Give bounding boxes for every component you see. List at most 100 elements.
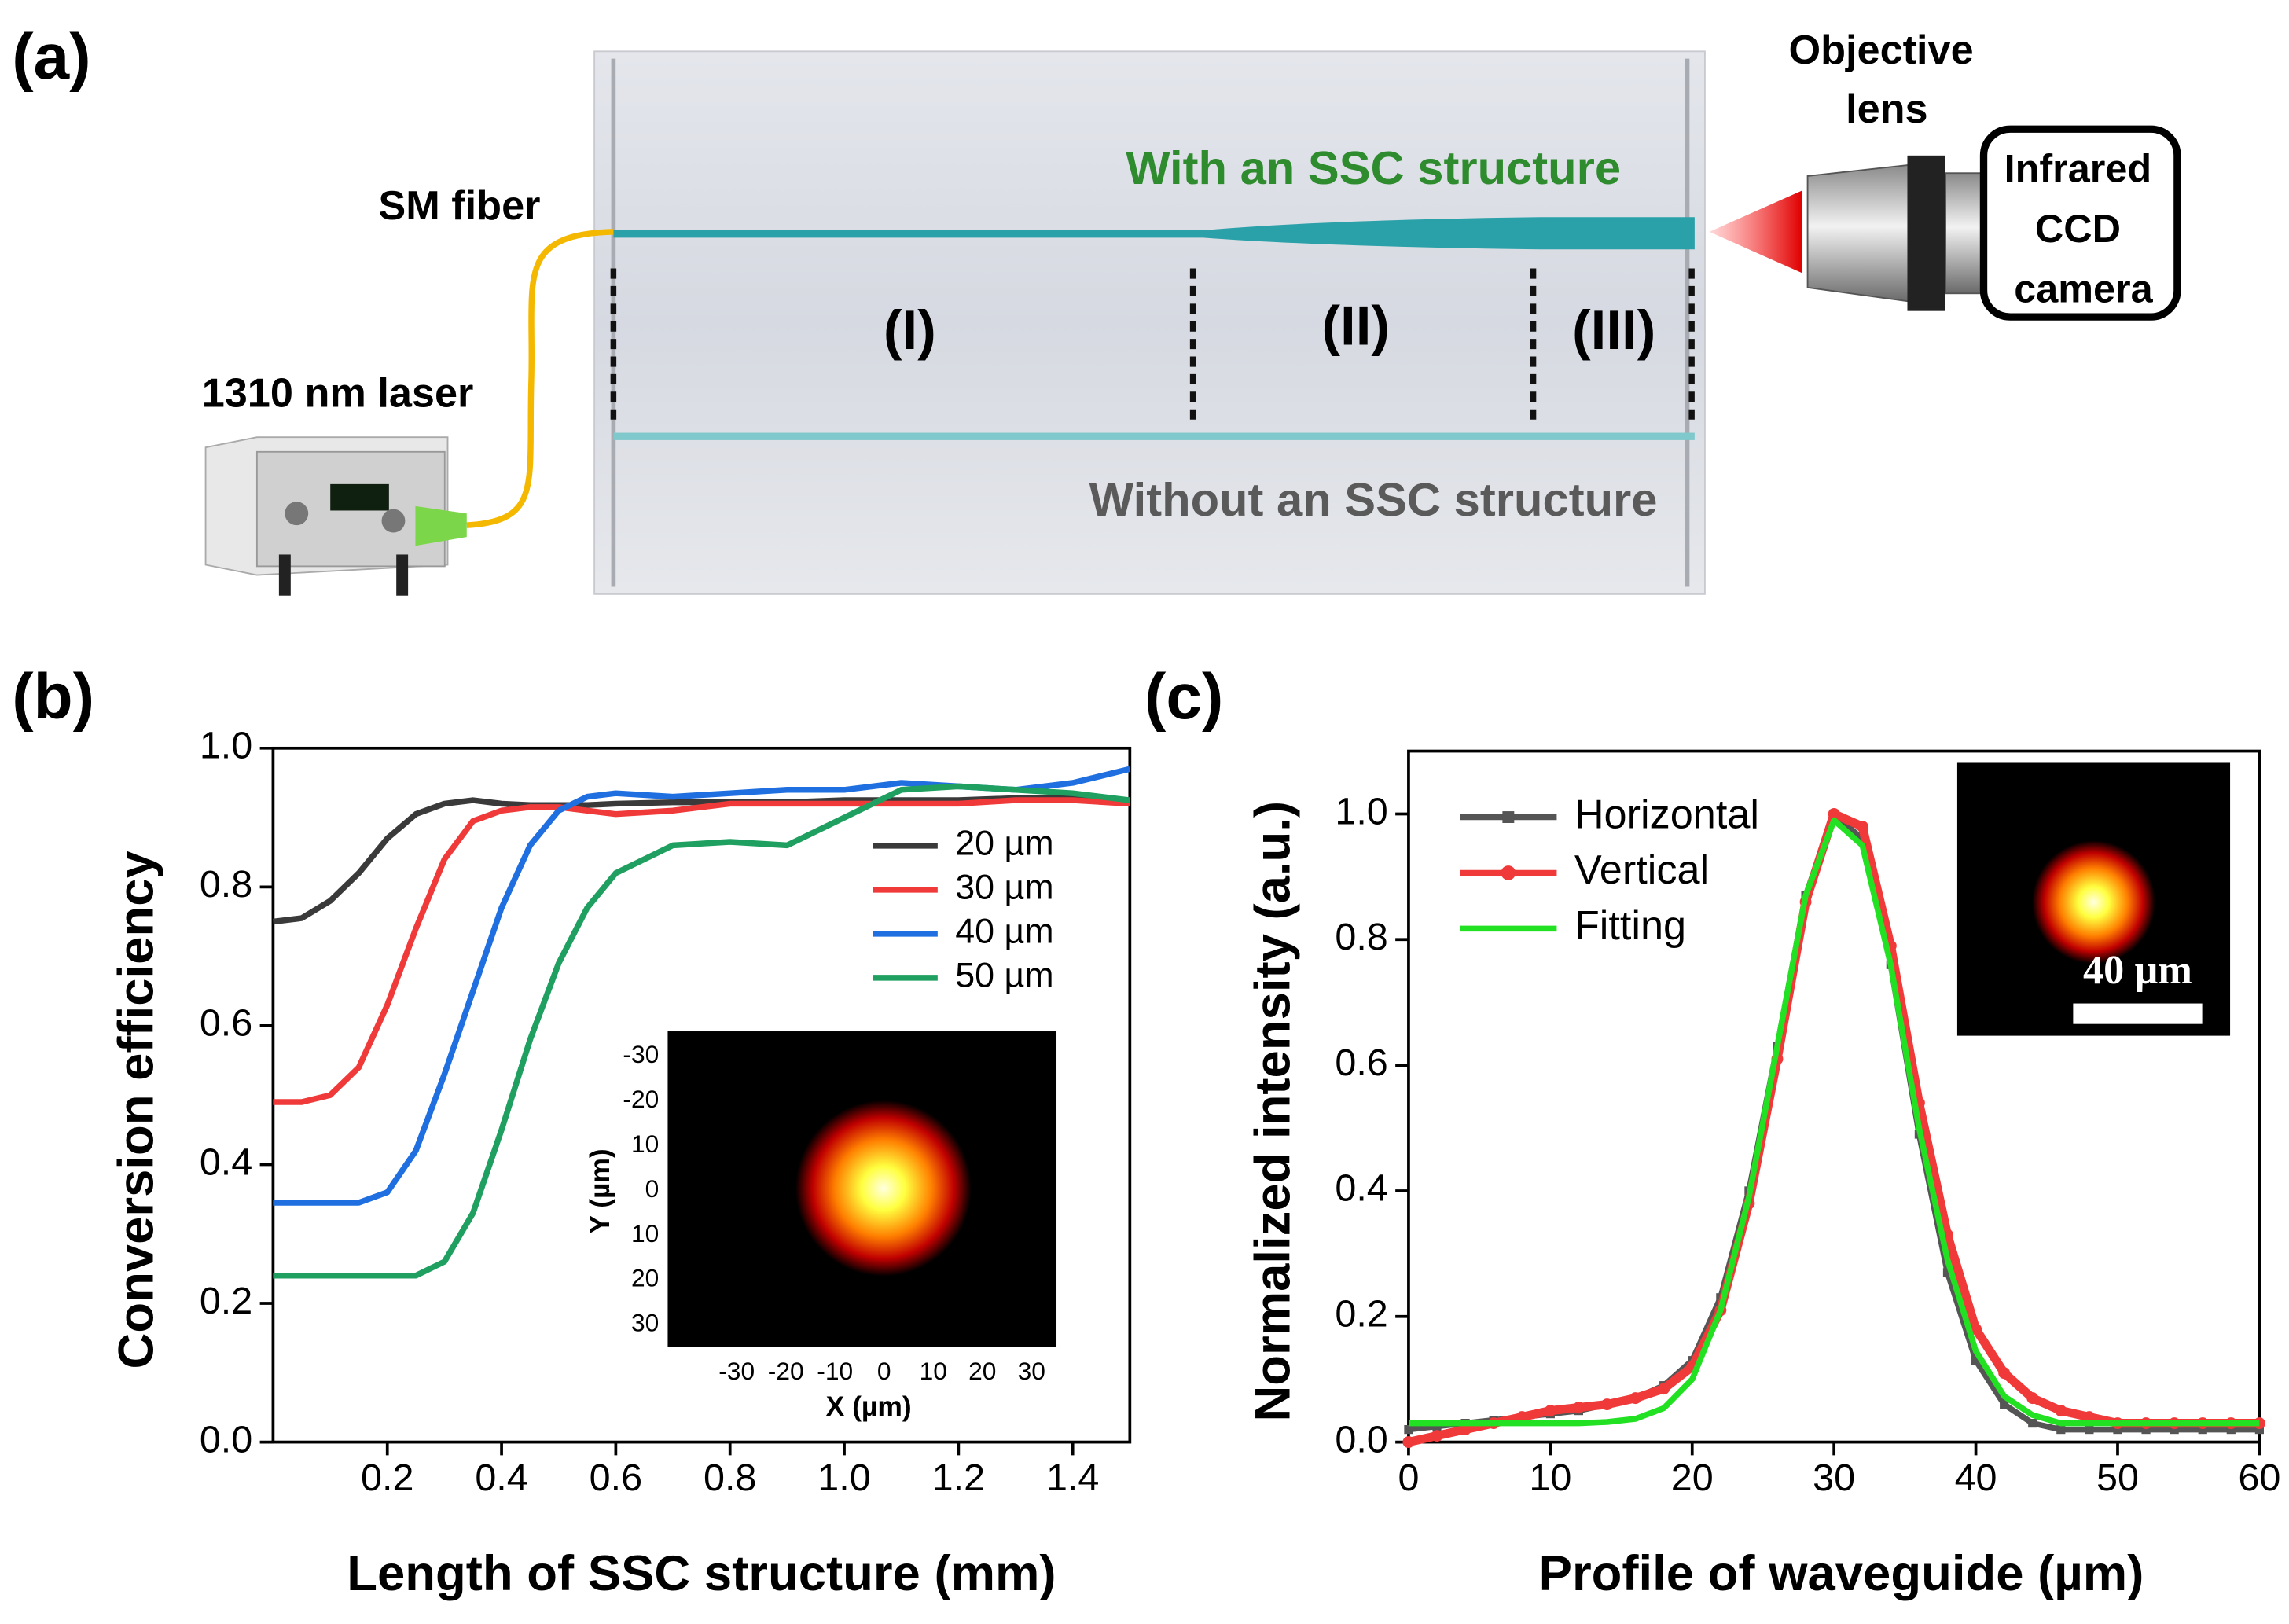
y-tick-label: 0.8 xyxy=(200,863,252,906)
panel-label: (c) xyxy=(1144,661,1223,733)
inset-y-tick-label: 10 xyxy=(631,1219,659,1247)
x-tick-label: 60 xyxy=(2238,1457,2280,1499)
marker xyxy=(2028,1419,2037,1428)
inset-x-tick-label: -10 xyxy=(817,1357,853,1385)
label-without-ssc: Without an SSC structure xyxy=(1089,473,1658,526)
y-tick-label: 0.2 xyxy=(1335,1293,1387,1336)
label-fiber: SM fiber xyxy=(378,183,540,229)
region-label: (II) xyxy=(1321,296,1390,358)
inset-y-tick-label: -20 xyxy=(623,1085,659,1113)
marker xyxy=(2170,1424,2179,1435)
panel-label: (a) xyxy=(12,21,90,93)
x-tick-label: 1.0 xyxy=(818,1457,870,1499)
x-tick-label: 40 xyxy=(1955,1457,1997,1499)
y-tick-label: 0.6 xyxy=(1335,1042,1387,1084)
marker xyxy=(2198,1424,2207,1435)
laser-source xyxy=(204,436,467,596)
y-axis-title: Conversion efficiency xyxy=(108,851,164,1369)
region-label: (III) xyxy=(1572,299,1655,362)
series-line xyxy=(1408,817,2260,1427)
region-label: (I) xyxy=(884,299,936,362)
objective-lens xyxy=(1806,155,1982,311)
marker xyxy=(2085,1424,2094,1435)
marker xyxy=(1942,1268,1953,1277)
inset-y-tick-label: 20 xyxy=(631,1264,659,1292)
series-line xyxy=(273,797,1130,1105)
legend-marker xyxy=(1501,865,1516,880)
y-tick-label: 1.0 xyxy=(1335,790,1387,832)
marker xyxy=(1431,1430,1443,1442)
x-tick-label: 30 xyxy=(1813,1457,1855,1499)
marker xyxy=(2226,1424,2236,1435)
y-tick-label: 0.0 xyxy=(1335,1418,1387,1460)
x-axis-title: Length of SSC structure (mm) xyxy=(347,1546,1056,1601)
inset-y-tick-label: 10 xyxy=(631,1130,659,1158)
marker xyxy=(2141,1424,2151,1435)
inset-y-title: Y (µm) xyxy=(584,1148,615,1233)
y-tick-label: 0.0 xyxy=(200,1418,252,1460)
marker xyxy=(2254,1424,2264,1435)
marker xyxy=(1516,1411,1528,1424)
plot-frame xyxy=(271,746,1132,1444)
legend-label: Horizontal xyxy=(1574,792,1759,837)
inset-x-tick-label: 30 xyxy=(1018,1357,1045,1385)
marker xyxy=(1971,1356,1981,1365)
inset-x-tick-label: 20 xyxy=(968,1357,996,1385)
legend-label: Vertical xyxy=(1574,847,1709,893)
label-line: camera xyxy=(2014,266,2153,311)
ccd-camera xyxy=(1979,125,2181,321)
x-tick-label: 20 xyxy=(1671,1457,1714,1499)
inset-x-tick-label: -20 xyxy=(768,1357,804,1385)
y-tick-label: 0.4 xyxy=(1335,1167,1387,1210)
marker xyxy=(2026,1392,2039,1405)
series-line xyxy=(273,783,1130,1279)
inset-x-tick-label: 0 xyxy=(877,1357,891,1385)
marker xyxy=(1572,1402,1585,1414)
label-line: Objective xyxy=(1788,28,1973,73)
legend-label: 50 µm xyxy=(955,956,1053,995)
output-beam xyxy=(1709,190,1802,274)
x-tick-label: 0.6 xyxy=(590,1457,642,1499)
y-tick-label: 1.0 xyxy=(200,725,252,767)
y-tick-label: 0.4 xyxy=(200,1141,252,1183)
label-objective: Objective lens xyxy=(1788,28,1985,132)
y-tick-label: 0.6 xyxy=(200,1002,252,1045)
legend-marker xyxy=(1502,811,1515,823)
label-line: CCD xyxy=(2035,206,2121,251)
legend-label: 20 µm xyxy=(955,824,1053,863)
y-axis-title: Normalized intensity (a.u.) xyxy=(1246,801,1301,1422)
marker xyxy=(1998,1367,2011,1380)
inset-x-tick-label: 10 xyxy=(920,1357,947,1385)
marker xyxy=(1658,1383,1670,1395)
label-with-ssc: With an SSC structure xyxy=(1126,141,1621,194)
marker xyxy=(1459,1424,1472,1436)
region-dividers xyxy=(610,268,1695,423)
marker xyxy=(1432,1422,1442,1431)
inset-spot xyxy=(795,1100,972,1277)
inset-spot xyxy=(2032,840,2155,964)
x-tick-label: 50 xyxy=(2096,1457,2139,1499)
glass-slab xyxy=(593,50,1706,595)
legend-label: Fitting xyxy=(1574,903,1686,949)
marker xyxy=(1828,807,1840,820)
y-tick-label: 0.8 xyxy=(1335,916,1387,958)
inset-x-tick-label: -30 xyxy=(718,1357,755,1385)
scale-bar xyxy=(2073,1003,2203,1024)
ssc-waveguide xyxy=(613,217,1695,250)
x-tick-label: 0.4 xyxy=(475,1457,527,1499)
panel-label: (b) xyxy=(12,661,94,733)
x-axis-title: Profile of waveguide (µm) xyxy=(1539,1546,2144,1601)
inset-scale-label: 40 µm xyxy=(2083,947,2192,993)
inset-y-tick-label: -30 xyxy=(623,1040,659,1068)
marker xyxy=(1402,1436,1415,1449)
marker xyxy=(1404,1424,1413,1435)
inset-y-tick-label: 30 xyxy=(631,1309,659,1337)
marker xyxy=(2000,1400,2009,1409)
label-line: Infrared xyxy=(2004,146,2152,191)
x-tick-label: 10 xyxy=(1529,1457,1571,1499)
marker xyxy=(1601,1398,1613,1411)
inset-y-tick-label: 0 xyxy=(645,1174,660,1203)
marker xyxy=(2056,1424,2066,1435)
marker xyxy=(1544,1405,1556,1417)
